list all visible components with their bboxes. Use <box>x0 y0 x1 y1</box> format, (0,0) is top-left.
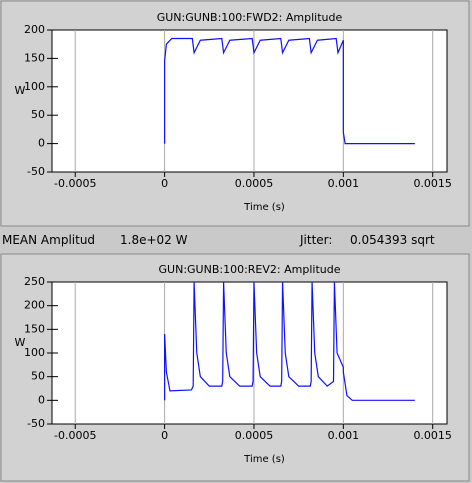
y-tick-label: 0 <box>38 393 45 406</box>
x-tick-label: 0.0015 <box>413 429 452 442</box>
jitter-label: Jitter: <box>300 233 333 247</box>
status-bar: MEAN Amplitud 1.8e+02 W Jitter: 0.054393… <box>0 228 472 252</box>
jitter-value: 0.054393 sqrt <box>350 233 435 247</box>
x-tick-label: 0.0015 <box>413 177 452 190</box>
x-tick-label: 0.001 <box>328 177 360 190</box>
chart-title: GUN:GUNB:100:REV2: Amplitude <box>159 263 341 276</box>
x-tick-label: 0 <box>161 429 168 442</box>
y-axis-label: W <box>15 336 26 349</box>
plot-area <box>51 281 448 425</box>
x-tick-label: 0 <box>161 177 168 190</box>
y-axis-label: W <box>15 84 26 97</box>
data-line <box>164 37 415 145</box>
y-tick-label: 250 <box>24 275 45 288</box>
x-tick-label: 0.0005 <box>235 429 274 442</box>
chart-title: GUN:GUNB:100:FWD2: Amplitude <box>157 11 343 24</box>
y-tick-label: 200 <box>24 23 45 36</box>
y-tick-label: 50 <box>31 370 45 383</box>
x-axis-label: Time (s) <box>243 454 285 465</box>
y-tick-label: 200 <box>24 299 45 312</box>
y-tick-label: -50 <box>27 165 45 178</box>
mean-value: 1.8e+02 W <box>120 233 188 247</box>
y-tick-label: 50 <box>31 108 45 121</box>
data-line <box>164 281 415 401</box>
y-tick-label: -50 <box>27 417 45 430</box>
mean-label: MEAN Amplitud <box>2 233 96 247</box>
y-tick-label: 150 <box>24 51 45 64</box>
x-axis-label: Time (s) <box>243 202 285 213</box>
y-tick-label: 0 <box>38 137 45 150</box>
x-tick-label: -0.0005 <box>54 177 96 190</box>
x-tick-label: 0.0005 <box>235 177 274 190</box>
y-tick-label: 100 <box>24 346 45 359</box>
plot-area <box>51 29 448 173</box>
x-tick-label: 0.001 <box>328 429 360 442</box>
x-tick-label: -0.0005 <box>54 429 96 442</box>
y-tick-label: 150 <box>24 322 45 335</box>
y-tick-label: 100 <box>24 80 45 93</box>
